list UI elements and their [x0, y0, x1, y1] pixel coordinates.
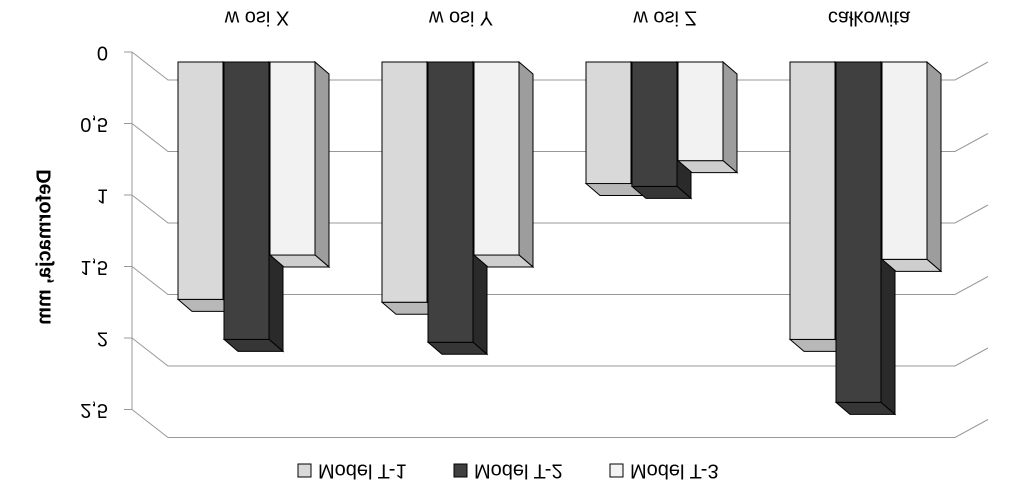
x-tick-label: w osi Z	[632, 7, 696, 29]
y-tick-label: 1	[97, 185, 108, 207]
bar-side	[926, 60, 942, 273]
legend-label: Model T-2	[474, 460, 563, 482]
legend-swatch	[609, 463, 624, 478]
bar-side	[314, 60, 330, 269]
bar	[881, 61, 928, 260]
y-tick-label: 0,5	[80, 113, 108, 135]
grid-line	[131, 194, 989, 224]
bar	[789, 61, 836, 340]
bar	[269, 61, 316, 256]
y-tick-label: 2,5	[80, 399, 108, 421]
bar	[223, 61, 270, 340]
legend-label: Model T-3	[630, 460, 719, 482]
grid-line	[131, 123, 989, 152]
bar	[585, 61, 632, 185]
bar-side	[722, 60, 738, 174]
bar	[473, 61, 520, 256]
grid-line	[131, 337, 989, 367]
y-axis-label: Deformacja, mm	[33, 169, 55, 325]
legend-label: Model T-1	[318, 460, 407, 482]
legend-swatch	[453, 463, 468, 478]
bar	[177, 61, 224, 300]
x-tick-label: w osi Y	[428, 7, 493, 29]
bar	[427, 61, 474, 343]
grid-line	[131, 266, 989, 295]
bar	[381, 61, 428, 303]
bar-side	[518, 60, 534, 269]
grid-line	[131, 409, 989, 438]
bar	[631, 61, 678, 187]
grid-line	[131, 51, 989, 81]
bar	[835, 61, 882, 403]
bar	[677, 61, 724, 162]
x-tick-label: całkowita	[828, 7, 911, 29]
y-tick-label: 0	[97, 42, 108, 64]
x-tick-label: w osi X	[224, 7, 289, 29]
legend-swatch	[297, 463, 312, 478]
y-tick-label: 2	[97, 328, 108, 350]
y-tick-label: 1,5	[80, 256, 108, 278]
